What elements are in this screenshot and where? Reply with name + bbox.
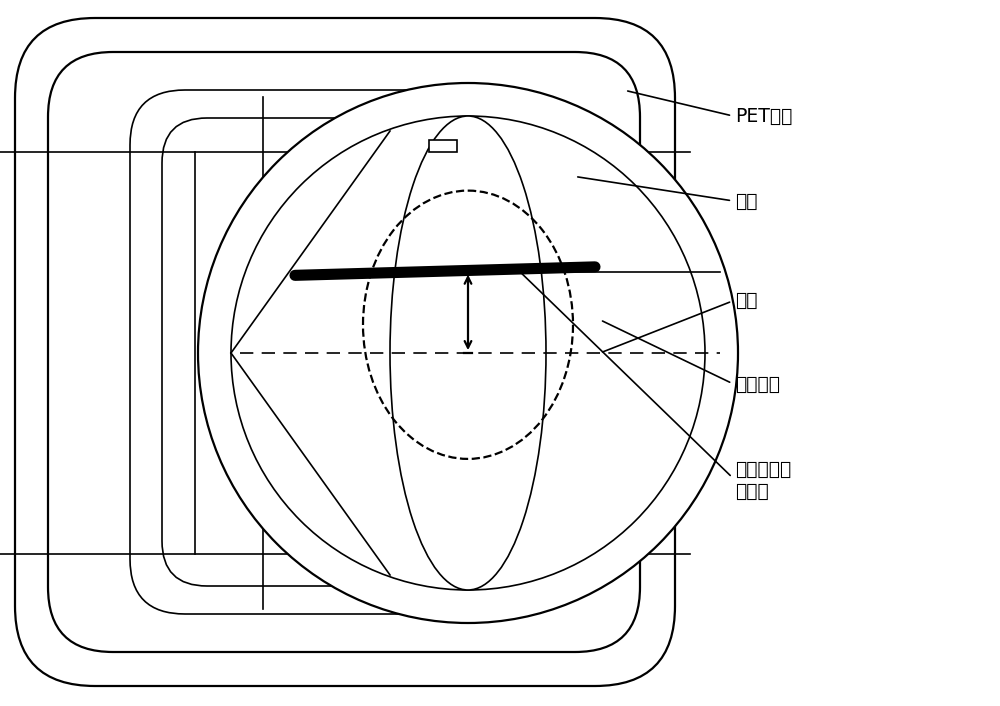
Text: 第一距离: 第一距离 xyxy=(603,321,780,394)
FancyBboxPatch shape xyxy=(15,18,675,686)
FancyBboxPatch shape xyxy=(162,118,530,586)
FancyBboxPatch shape xyxy=(429,140,457,152)
Ellipse shape xyxy=(390,116,546,590)
Circle shape xyxy=(231,116,705,590)
Text: 放射性活度
的棒源: 放射性活度 的棒源 xyxy=(522,274,791,501)
Text: 轴心: 轴心 xyxy=(603,291,758,352)
Circle shape xyxy=(198,83,738,623)
FancyBboxPatch shape xyxy=(48,52,640,652)
FancyBboxPatch shape xyxy=(130,90,560,614)
Text: PET设备: PET设备 xyxy=(628,91,792,126)
Text: 晶体: 晶体 xyxy=(578,177,758,210)
